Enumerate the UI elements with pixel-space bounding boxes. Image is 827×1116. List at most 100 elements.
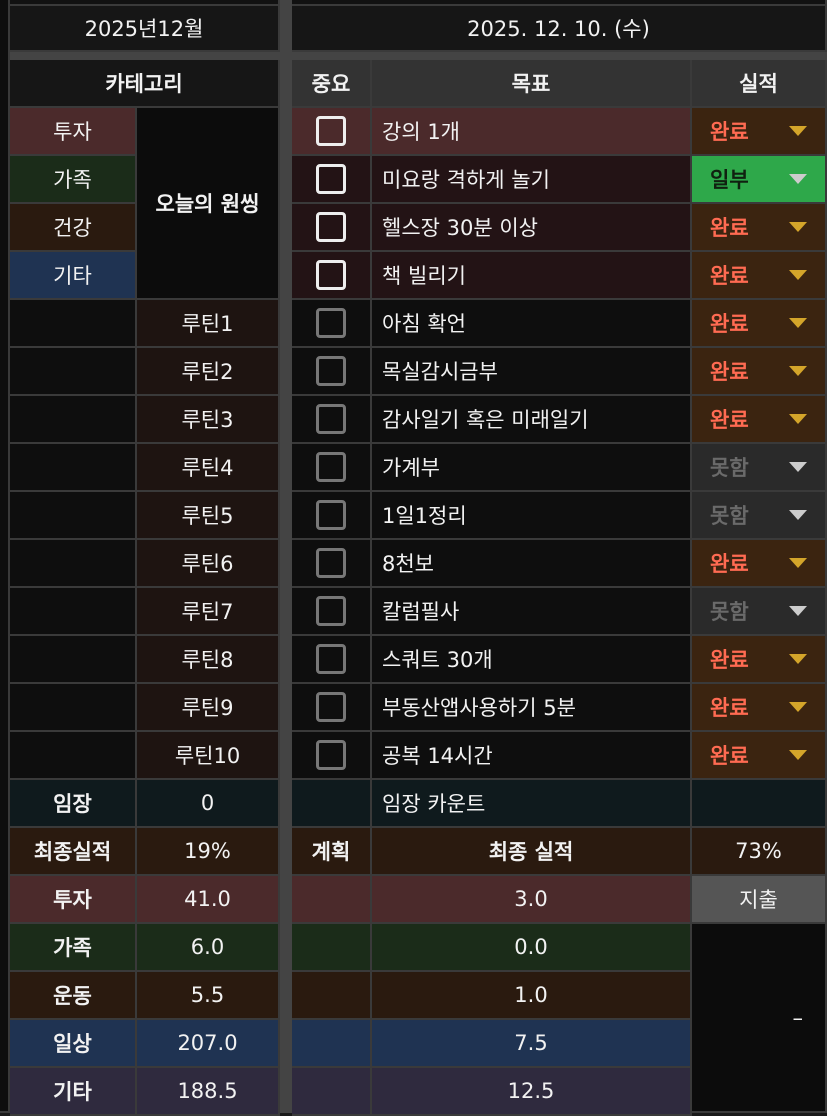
checkbox-cell[interactable] [292, 396, 372, 444]
checkbox-cell[interactable] [292, 588, 372, 636]
status-dropdown-text: 못함 [710, 456, 749, 480]
status-dropdown[interactable]: 완료 [692, 300, 827, 348]
summary-result: 1.0 [372, 972, 692, 1020]
goal-text-text: 헬스장 30분 이상 [382, 216, 538, 240]
imjang-count-label-text: 임장 카운트 [382, 792, 486, 816]
status-dropdown[interactable]: 못함 [692, 444, 827, 492]
dropdown-arrow-icon[interactable] [789, 318, 807, 328]
dropdown-arrow-icon[interactable] [789, 366, 807, 376]
important-checkbox[interactable] [316, 404, 346, 434]
status-dropdown-text: 완료 [710, 264, 749, 288]
checkbox-cell[interactable] [292, 492, 372, 540]
routine-label: 루틴3 [137, 396, 280, 444]
today-one-thing: 오늘의 원씽 [137, 108, 280, 300]
dropdown-arrow-icon[interactable] [789, 606, 807, 616]
goal-text: 아침 확언 [372, 300, 692, 348]
important-checkbox[interactable] [316, 500, 346, 530]
important-checkbox[interactable] [316, 212, 346, 242]
routine-label-text: 루틴5 [181, 504, 234, 528]
summary-value-text: 207.0 [177, 1031, 238, 1055]
important-checkbox[interactable] [316, 740, 346, 770]
status-dropdown[interactable]: 완료 [692, 684, 827, 732]
status-dropdown[interactable]: 완료 [692, 636, 827, 684]
empty-cell [10, 300, 137, 348]
status-dropdown-text: 완료 [710, 744, 749, 768]
goal-text: 1일1정리 [372, 492, 692, 540]
dropdown-arrow-icon[interactable] [789, 270, 807, 280]
summary-value: 188.5 [137, 1068, 280, 1116]
checkbox-cell[interactable] [292, 732, 372, 780]
summary-label-text: 기타 [53, 1080, 92, 1104]
summary-value-text: 5.5 [190, 983, 225, 1007]
summary-result-text: 12.5 [507, 1079, 555, 1103]
routine-label: 루틴9 [137, 684, 280, 732]
dropdown-arrow-icon[interactable] [789, 222, 807, 232]
status-dropdown[interactable]: 못함 [692, 588, 827, 636]
important-checkbox[interactable] [316, 164, 346, 194]
checkbox-cell[interactable] [292, 300, 372, 348]
status-dropdown-text: 완료 [710, 648, 749, 672]
checkbox-cell[interactable] [292, 156, 372, 204]
important-checkbox[interactable] [316, 308, 346, 338]
status-dropdown[interactable]: 못함 [692, 492, 827, 540]
dropdown-arrow-icon[interactable] [789, 702, 807, 712]
dropdown-arrow-icon[interactable] [789, 750, 807, 760]
status-dropdown[interactable]: 완료 [692, 540, 827, 588]
checkbox-cell[interactable] [292, 108, 372, 156]
important-checkbox[interactable] [316, 116, 346, 146]
checkbox-cell[interactable] [292, 252, 372, 300]
goal-text: 감사일기 혹은 미래일기 [372, 396, 692, 444]
goal-text: 스쿼트 30개 [372, 636, 692, 684]
status-dropdown[interactable]: 완료 [692, 252, 827, 300]
dropdown-arrow-icon[interactable] [789, 174, 807, 184]
date-title-text: 2025. 12. 10. (수) [467, 17, 650, 41]
month-title-text: 2025년12월 [84, 17, 204, 41]
status-dropdown[interactable]: 완료 [692, 396, 827, 444]
checkbox-cell[interactable] [292, 684, 372, 732]
dropdown-arrow-icon[interactable] [789, 414, 807, 424]
status-dropdown[interactable]: 완료 [692, 732, 827, 780]
routine-label-text: 루틴9 [181, 696, 234, 720]
category-1: 투자 [10, 108, 137, 156]
status-dropdown[interactable]: 완료 [692, 204, 827, 252]
expense-value: – [692, 924, 827, 1113]
empty-cell [10, 732, 137, 780]
goal-text-text: 가계부 [382, 456, 440, 480]
goal-text-text: 1일1정리 [382, 504, 467, 528]
checkbox-cell[interactable] [292, 204, 372, 252]
goal-text-text: 공복 14시간 [382, 744, 493, 768]
status-dropdown[interactable]: 완료 [692, 348, 827, 396]
expense-label: 지출 [692, 876, 827, 924]
important-checkbox[interactable] [316, 644, 346, 674]
checkbox-cell[interactable] [292, 636, 372, 684]
empty-cell [292, 780, 372, 828]
summary-result-text: 1.0 [514, 983, 548, 1007]
status-dropdown[interactable]: 일부 [692, 156, 827, 204]
important-checkbox[interactable] [316, 596, 346, 626]
summary-plan [292, 1068, 372, 1116]
important-checkbox[interactable] [316, 260, 346, 290]
important-checkbox[interactable] [316, 356, 346, 386]
checkbox-cell[interactable] [292, 540, 372, 588]
dropdown-arrow-icon[interactable] [789, 654, 807, 664]
dropdown-arrow-icon[interactable] [789, 126, 807, 136]
expense-label-text: 지출 [739, 888, 778, 912]
row-gutter [0, 0, 10, 1113]
status-dropdown[interactable]: 완료 [692, 108, 827, 156]
important-checkbox[interactable] [316, 452, 346, 482]
routine-label: 루틴8 [137, 636, 280, 684]
dropdown-arrow-icon[interactable] [789, 510, 807, 520]
category-3-text: 건강 [53, 216, 92, 240]
goal-text: 칼럼필사 [372, 588, 692, 636]
important-checkbox[interactable] [316, 548, 346, 578]
checkbox-cell[interactable] [292, 444, 372, 492]
dropdown-arrow-icon[interactable] [789, 558, 807, 568]
status-dropdown-text: 못함 [710, 504, 749, 528]
dropdown-arrow-icon[interactable] [789, 462, 807, 472]
final-value-text: 19% [184, 839, 231, 863]
routine-label-text: 루틴1 [181, 312, 234, 336]
important-checkbox[interactable] [316, 692, 346, 722]
category-header-text: 카테고리 [105, 72, 183, 96]
checkbox-cell[interactable] [292, 348, 372, 396]
category-header: 카테고리 [10, 60, 280, 108]
